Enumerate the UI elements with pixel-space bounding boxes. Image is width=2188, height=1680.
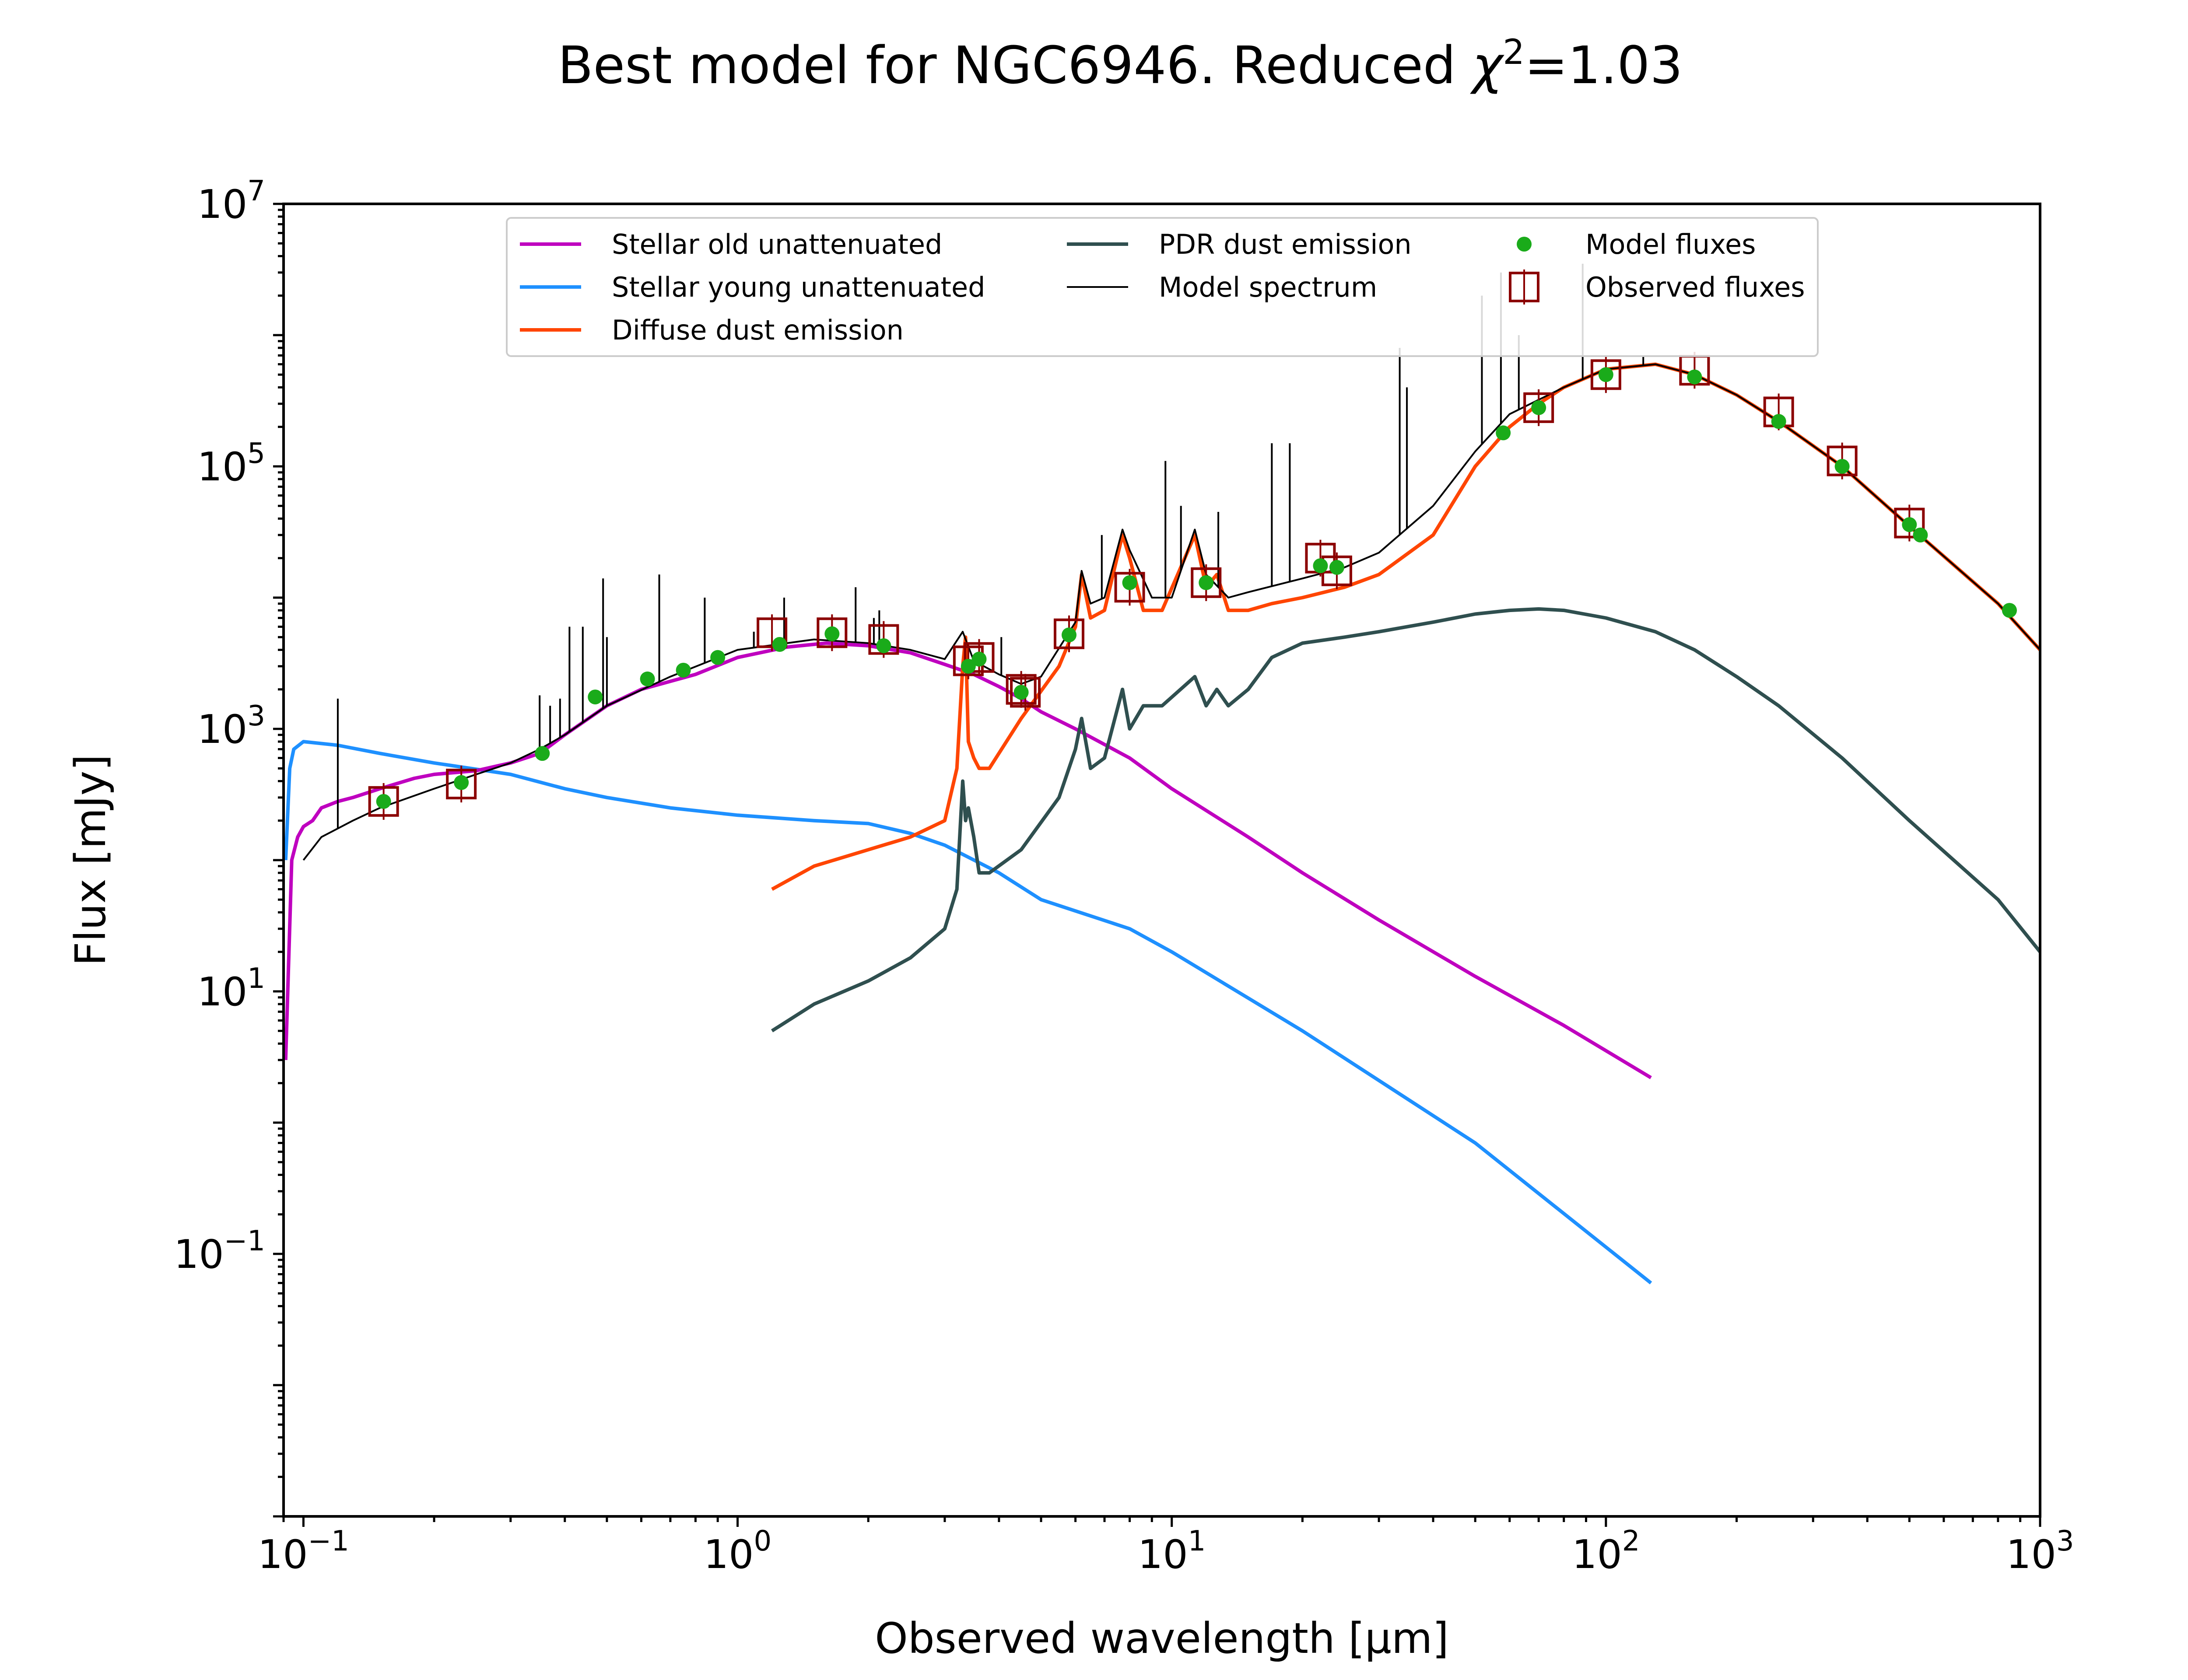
model-flux-point xyxy=(971,651,987,667)
y-tick-label: 105 xyxy=(197,438,265,490)
model-flux-point xyxy=(640,671,655,686)
title-tail: =1.03 xyxy=(1525,35,1683,95)
model-flux-point xyxy=(1199,575,1214,590)
title-superscript: 2 xyxy=(1503,33,1525,72)
model-flux-point xyxy=(1531,400,1546,415)
legend-label-model-fluxes: Model fluxes xyxy=(1585,228,1756,260)
model-flux-point xyxy=(376,794,391,809)
legend-label-model-spectrum: Model spectrum xyxy=(1159,271,1377,303)
x-tick-label: 102 xyxy=(1572,1525,1640,1578)
observed-flux-marker xyxy=(964,642,995,673)
axis-layer: 10−1 100 101 102 103 10−1 101 103 105 107 xyxy=(174,175,2074,1578)
legend-swatch-model-fluxes xyxy=(1517,237,1532,252)
legend-label-observed-fluxes: Observed fluxes xyxy=(1585,271,1805,303)
model-flux-point xyxy=(1329,560,1344,575)
title-chi: χ xyxy=(1469,35,1504,95)
y-tick-label: 107 xyxy=(197,175,265,228)
legend-swatch-observed-fluxes xyxy=(1509,272,1539,302)
model-flux-point xyxy=(1013,685,1029,700)
observed-flux-marker xyxy=(868,624,899,655)
x-axis-label: Observed wavelength [μm] xyxy=(875,1614,1449,1663)
series-line-pdr-dust-emission xyxy=(771,607,2042,1032)
x-tick-label: 10−1 xyxy=(258,1525,349,1578)
series-line-model-spectrum xyxy=(302,363,2041,861)
observed-flux-marker xyxy=(1523,392,1554,423)
plot-frame xyxy=(282,203,2041,1518)
legend-label-pdr-dust-emission: PDR dust emission xyxy=(1159,228,1412,260)
observed-flux-marker xyxy=(817,617,848,648)
model-flux-point xyxy=(588,690,603,705)
model-flux-point xyxy=(961,658,976,674)
x-tick-label: 101 xyxy=(1138,1525,1206,1578)
marker-layer xyxy=(368,352,2017,820)
model-flux-point xyxy=(1122,575,1137,590)
model-flux-point xyxy=(824,626,840,641)
title-main: Best model for NGC6946. Reduced xyxy=(558,35,1473,95)
model-flux-point xyxy=(1902,517,1917,532)
y-tick-label: 10−1 xyxy=(174,1225,265,1278)
model-flux-point xyxy=(1687,369,1702,385)
series-line-stellar-young-unattenuated xyxy=(284,740,1652,1284)
model-flux-point xyxy=(2002,603,2017,618)
model-flux-point xyxy=(876,638,891,653)
model-flux-point xyxy=(710,650,726,665)
legend-box xyxy=(506,217,1819,357)
observed-flux-marker xyxy=(446,769,477,800)
x-tick-label: 103 xyxy=(2006,1525,2074,1578)
chart-title: Best model for NGC6946. Reduced χ2=1.03 xyxy=(558,33,1683,95)
model-flux-point xyxy=(454,775,469,790)
observed-flux-marker xyxy=(368,786,399,817)
legend-label-diffuse-dust-emission: Diffuse dust emission xyxy=(612,314,904,346)
y-tick-label: 103 xyxy=(197,700,265,752)
observed-flux-marker xyxy=(1006,674,1037,705)
observed-flux-marker xyxy=(1191,567,1222,598)
observed-flux-marker xyxy=(1590,359,1621,390)
y-axis-label: Flux [mJy] xyxy=(66,754,115,966)
model-flux-point xyxy=(1313,558,1328,574)
model-flux-point xyxy=(1598,367,1613,382)
observed-flux-marker xyxy=(757,617,788,648)
model-flux-point xyxy=(535,746,550,761)
x-tick-label: 100 xyxy=(704,1525,771,1578)
model-flux-point xyxy=(1771,414,1786,429)
legend: Stellar old unattenuated Stellar young un… xyxy=(506,217,1819,357)
observed-flux-marker xyxy=(1010,677,1041,708)
model-flux-point xyxy=(772,637,787,652)
y-tick-label: 101 xyxy=(197,962,265,1015)
observed-flux-marker xyxy=(1114,572,1145,603)
observed-flux-marker xyxy=(1894,508,1925,539)
observed-flux-marker xyxy=(1053,618,1084,649)
legend-label-stellar-young-unattenuated: Stellar young unattenuated xyxy=(612,271,985,303)
model-flux-point xyxy=(676,662,691,678)
observed-flux-marker xyxy=(1827,445,1858,476)
model-flux-point xyxy=(1496,425,1511,441)
model-flux-point xyxy=(1913,527,1928,542)
legend-label-stellar-old-unattenuated: Stellar old unattenuated xyxy=(612,228,942,260)
model-flux-point xyxy=(1061,627,1076,643)
model-flux-point xyxy=(1834,459,1850,474)
